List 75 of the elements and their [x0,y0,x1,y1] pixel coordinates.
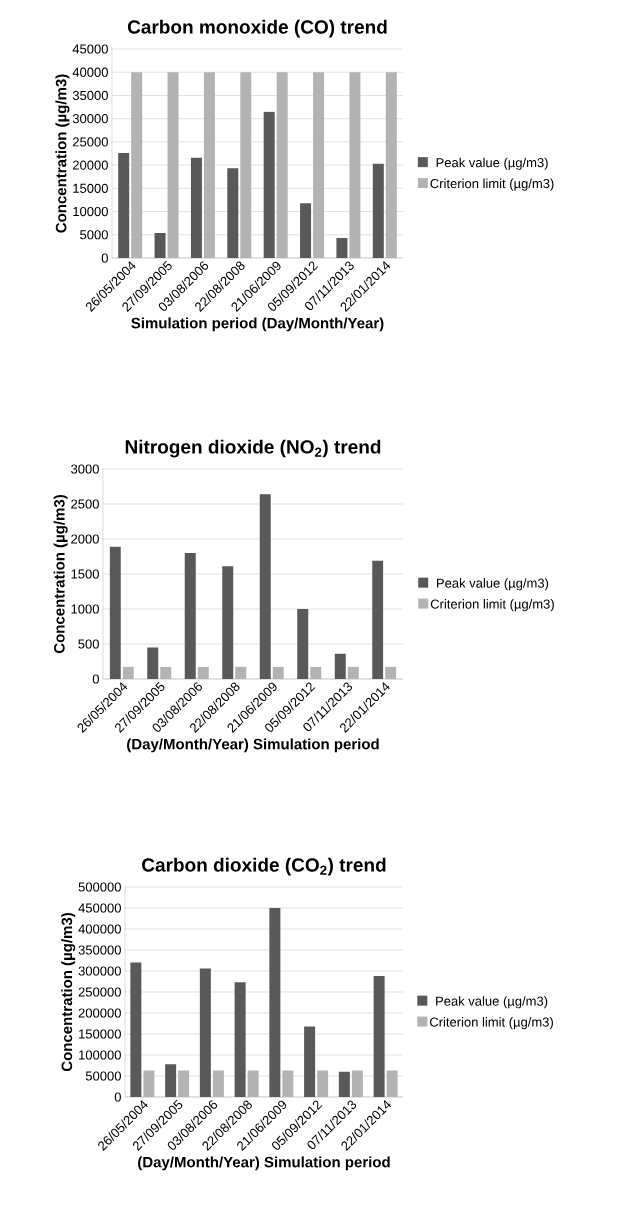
bar [300,203,312,258]
bar [154,232,166,258]
y-tick-label: 1500 [71,569,99,579]
y-axis-title: Concentration (µg/m3) [61,913,76,1072]
legend-label: Criterion limit (µg/m3) [430,599,554,612]
y-tick-label: 50000 [85,1071,121,1081]
y-tick-label: 150000 [79,1029,121,1039]
y-axis-title: Concentration (µg/m3) [53,495,68,654]
y-tick-label: 20000 [72,160,108,170]
x-axis-title: (Day/Month/Year) Simulation period [138,1156,390,1171]
bar [372,560,384,679]
y-tick-label: 3000 [71,464,99,474]
bar [336,238,348,258]
bar [347,666,359,679]
bar [165,1064,177,1097]
x-axis-title: Simulation period (Day/Month/Year) [131,317,384,332]
bar [269,907,281,1097]
y-tick-label: 2000 [71,534,99,544]
y-tick-label: 350000 [78,945,121,955]
bar [122,666,134,679]
legend-label: Peak value (µg/m3) [436,157,548,170]
y-tick-label: 500 [78,639,99,649]
bar [373,976,385,1097]
legend-label: Peak value (µg/m3) [436,996,548,1009]
y-tick-label: 10000 [73,206,108,217]
y-tick-label: 0 [101,253,108,263]
y-tick-label: 40000 [72,67,108,77]
y-tick-label: 0 [92,674,99,684]
y-tick-label: 30000 [72,114,108,124]
x-axis-title: (Day/Month/Year) Simulation period [127,738,379,753]
y-tick-label: 0 [114,1092,121,1102]
y-axis-title: Concentration (µg/m3) [55,74,70,233]
y-tick-label: 2500 [71,499,99,509]
bar [372,163,384,258]
bar [190,157,202,258]
y-tick-label: 200000 [78,1008,121,1018]
y-tick-label: 5000 [80,230,108,240]
bar [304,1026,316,1097]
bar [338,1071,350,1097]
y-tick-label: 35000 [72,90,108,101]
bar [109,546,121,679]
chart-title: Carbon dioxide (CO$_{2}$) trend [142,857,386,876]
legend-label: Peak value (µg/m3) [437,578,549,591]
bar [235,666,247,679]
y-tick-label: 500000 [78,882,121,892]
y-tick-label: 250000 [78,987,121,997]
y-tick-label: 45000 [72,44,108,54]
bar [199,968,211,1097]
y-tick-label: 300000 [78,966,121,976]
legend-label: Criterion limit (µg/m3) [430,178,554,191]
bar [184,553,196,679]
legend-label: Criterion limit (µg/m3) [429,1017,553,1030]
chart-title: Nitrogen dioxide (NO$_{2}$) trend [125,439,381,458]
bar [297,608,309,679]
y-tick-label: 400000 [78,924,121,934]
y-tick-label: 25000 [72,137,108,147]
bar [334,653,346,679]
bar [385,666,397,679]
bar [234,982,246,1097]
bar [130,962,142,1097]
bar [160,666,172,679]
y-tick-label: 450000 [78,903,121,913]
bar [222,566,234,679]
y-tick-label: 1000 [71,604,99,614]
bar [272,666,284,679]
bar [118,153,130,258]
bar [310,666,322,679]
y-tick-label: 100000 [79,1050,121,1060]
bar [259,494,271,679]
bar [147,647,159,679]
y-tick-label: 15000 [73,183,108,193]
bar [227,168,239,258]
bar [263,111,275,258]
chart-title: Carbon monoxide (CO) trend [127,19,387,38]
bar [197,666,209,679]
